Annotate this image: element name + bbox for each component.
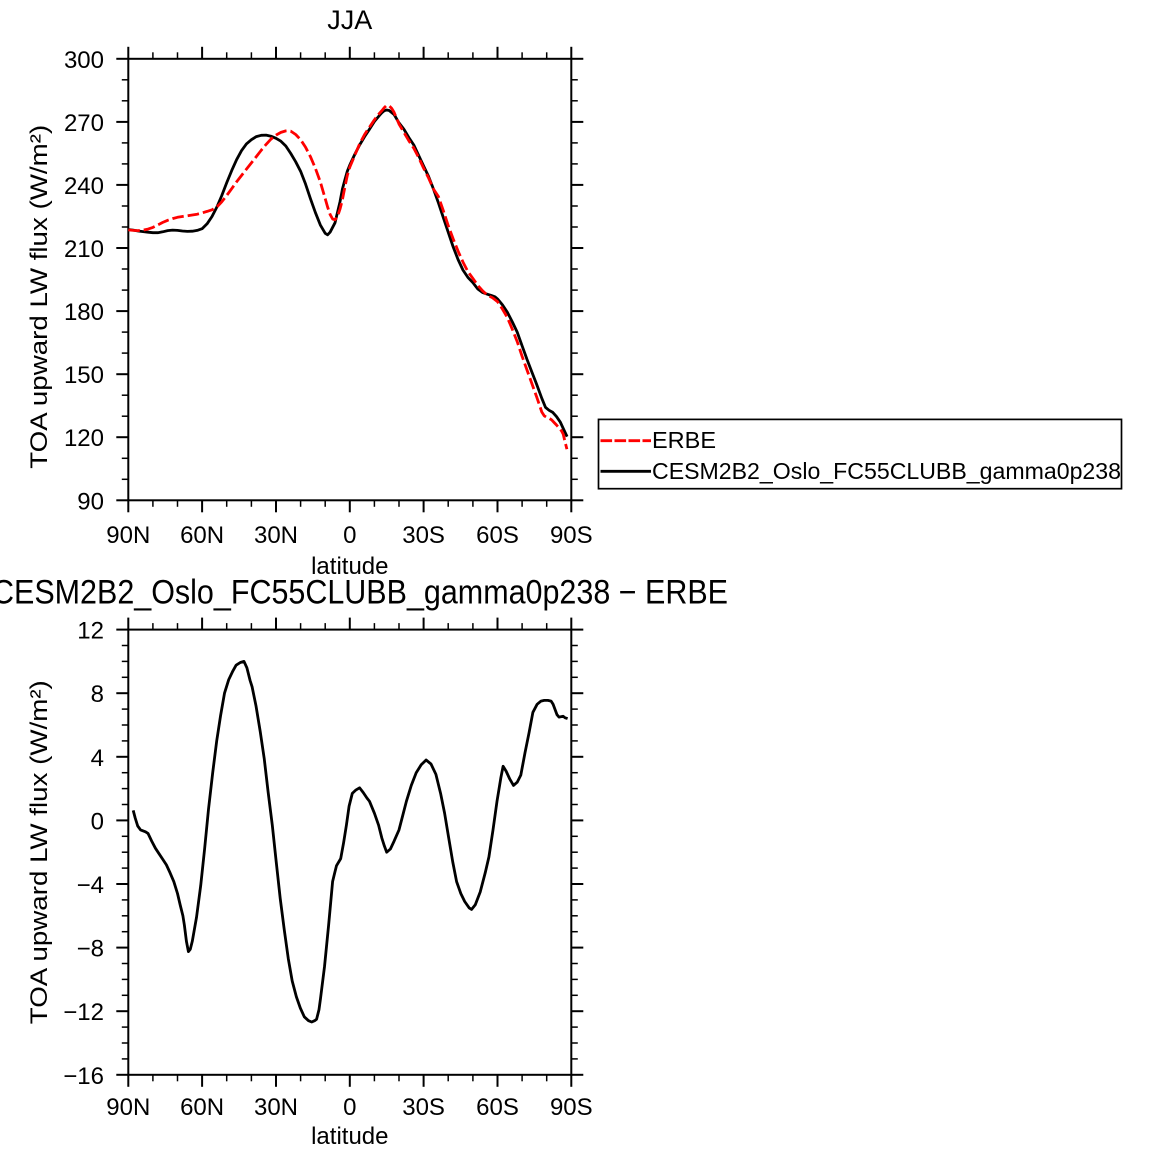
svg-text:210: 210	[64, 236, 104, 263]
svg-text:TOA upward LW flux (W/m²): TOA upward LW flux (W/m²)	[26, 680, 53, 1024]
svg-text:90N: 90N	[106, 522, 150, 549]
svg-text:90: 90	[77, 488, 104, 515]
svg-text:60S: 60S	[476, 522, 519, 549]
svg-text:4: 4	[91, 745, 104, 772]
svg-text:−16: −16	[63, 1063, 104, 1090]
svg-text:240: 240	[64, 173, 104, 200]
svg-text:−12: −12	[63, 999, 104, 1026]
svg-text:0: 0	[343, 1094, 356, 1121]
svg-text:JJA: JJA	[327, 5, 372, 35]
svg-text:0: 0	[91, 808, 104, 835]
svg-text:120: 120	[64, 425, 104, 452]
svg-text:30S: 30S	[402, 522, 445, 549]
svg-text:60N: 60N	[180, 522, 224, 549]
svg-text:150: 150	[64, 362, 104, 389]
svg-text:CESM2B2_Oslo_FC55CLUBB_gamma0p: CESM2B2_Oslo_FC55CLUBB_gamma0p238 − ERBE	[0, 574, 728, 612]
svg-text:12: 12	[77, 618, 104, 645]
svg-text:TOA upward LW flux (W/m²): TOA upward LW flux (W/m²)	[26, 125, 53, 469]
svg-text:270: 270	[64, 110, 104, 137]
svg-text:CESM2B2_Oslo_FC55CLUBB_gamma0p: CESM2B2_Oslo_FC55CLUBB_gamma0p238	[652, 458, 1121, 484]
svg-text:30N: 30N	[254, 1094, 298, 1121]
svg-text:latitude: latitude	[311, 553, 388, 580]
svg-text:0: 0	[343, 522, 356, 549]
svg-text:300: 300	[64, 47, 104, 74]
svg-text:90S: 90S	[550, 522, 593, 549]
svg-text:8: 8	[91, 681, 104, 708]
svg-text:−8: −8	[77, 936, 104, 963]
svg-text:90S: 90S	[550, 1094, 593, 1121]
svg-text:60N: 60N	[180, 1094, 224, 1121]
svg-text:30N: 30N	[254, 522, 298, 549]
svg-text:60S: 60S	[476, 1094, 519, 1121]
svg-text:30S: 30S	[402, 1094, 445, 1121]
svg-text:−4: −4	[77, 872, 104, 899]
svg-text:90N: 90N	[106, 1094, 150, 1121]
svg-text:180: 180	[64, 299, 104, 326]
svg-text:ERBE: ERBE	[652, 427, 716, 453]
svg-text:latitude: latitude	[311, 1123, 388, 1150]
